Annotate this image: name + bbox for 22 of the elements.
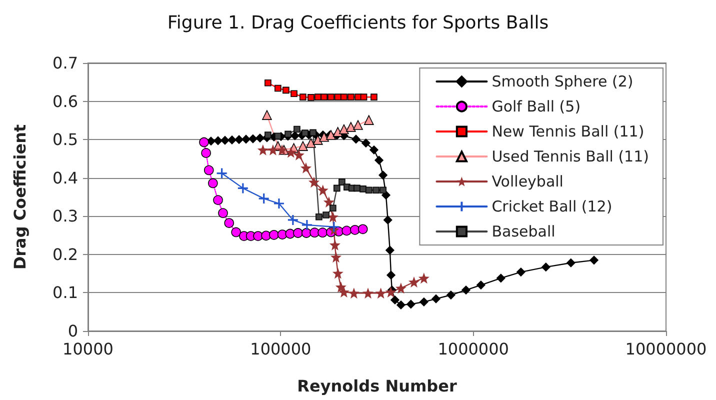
y-tick-label: 0 <box>68 322 78 340</box>
x-tick-label: 100000 <box>250 340 312 358</box>
legend-label: New Tennis Ball (11) <box>492 122 644 140</box>
y-tick-label: 0.5 <box>52 130 78 150</box>
x-axis-title: Reynolds Number <box>297 376 457 396</box>
chart-title: Figure 1. Drag Coefficients for Sports Balls <box>167 12 549 34</box>
y-axis-title: Drag Coefficient <box>10 124 30 270</box>
x-tick-label: 1000000 <box>438 340 509 358</box>
legend-label: Used Tennis Ball (11) <box>492 148 649 166</box>
y-tick-label: 0.1 <box>52 283 78 302</box>
y-tick-label: 0.3 <box>52 206 78 226</box>
y-tick-label: 0.7 <box>52 54 78 72</box>
legend-label: Baseball <box>492 222 556 240</box>
legend-label: Smooth Sphere (2) <box>492 72 634 90</box>
legend-label: Volleyball <box>492 172 564 190</box>
y-tick-label: 0.4 <box>52 168 78 188</box>
y-tick-label: 0.6 <box>52 92 78 111</box>
x-tick-label: 10000 <box>62 340 114 358</box>
legend-label: Golf Ball (5) <box>492 98 581 116</box>
legend-label: Cricket Ball (12) <box>492 198 612 216</box>
y-tick-label: 0.2 <box>52 244 78 264</box>
x-tick-label: 10000000 <box>625 340 707 358</box>
